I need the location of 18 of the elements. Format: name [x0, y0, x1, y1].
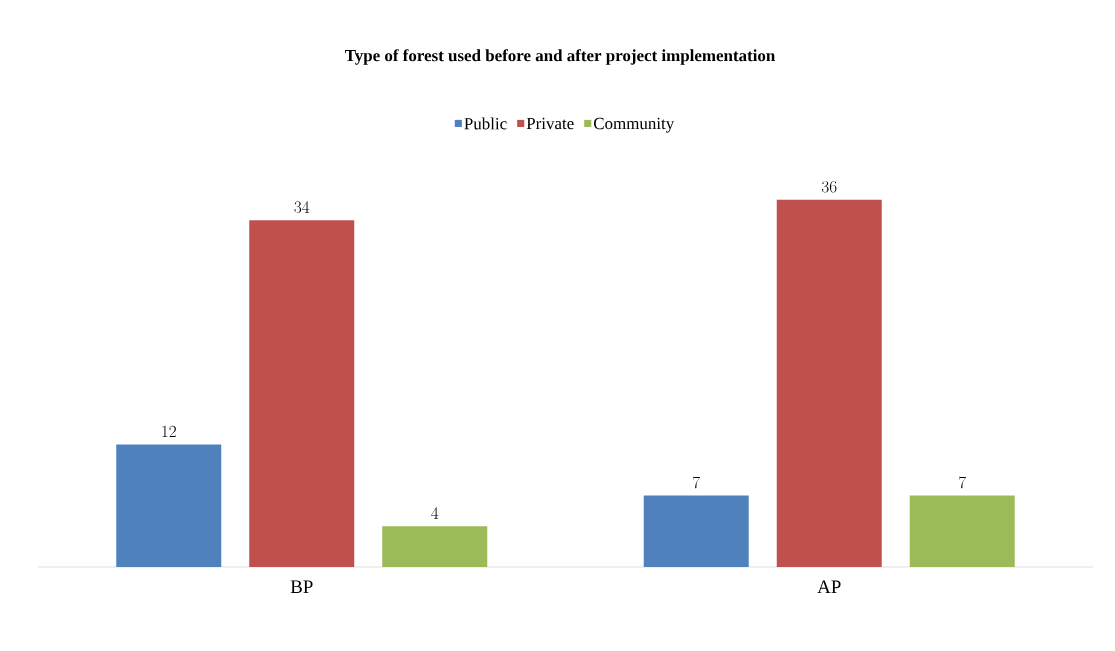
- x-tick-label: AP: [817, 580, 841, 593]
- data-label: 36: [821, 180, 837, 193]
- bar: [643, 495, 749, 567]
- x-tick-label: BP: [290, 580, 313, 593]
- bar: [776, 199, 882, 567]
- bar: [116, 444, 222, 567]
- data-label: 12: [162, 425, 176, 438]
- data-label: 4: [431, 507, 439, 519]
- data-label: 7: [693, 476, 701, 489]
- bar: [249, 220, 355, 567]
- bar: [382, 526, 488, 567]
- data-label: 34: [294, 201, 310, 213]
- legend-label: Private: [526, 117, 574, 130]
- bar: [909, 495, 1015, 567]
- legend-label: Public: [464, 117, 507, 130]
- chart-title: Type of forest used before and after project implementation: [344, 49, 776, 65]
- legend-label: Community: [593, 117, 675, 133]
- data-label: 7: [959, 476, 967, 489]
